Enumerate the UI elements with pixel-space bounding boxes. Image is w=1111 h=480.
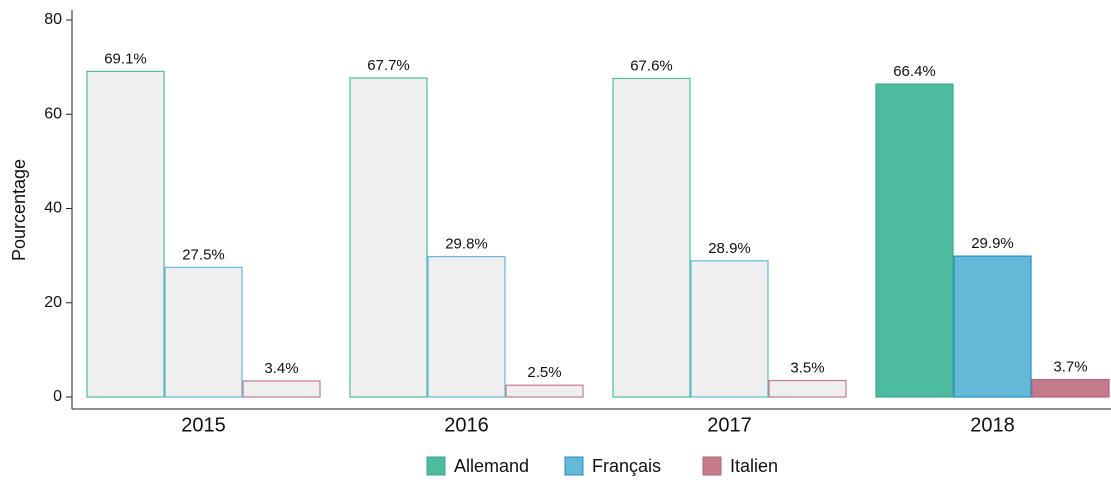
bar <box>875 83 954 398</box>
bar <box>1031 378 1110 398</box>
value-label: 69.1% <box>104 50 147 67</box>
y-tick-label: 20 <box>44 294 62 311</box>
value-label: 29.8% <box>445 236 488 253</box>
value-label: 3.4% <box>264 360 298 377</box>
legend-label: Italien <box>730 456 778 476</box>
x-tick-label: 2017 <box>707 414 752 436</box>
y-tick-label: 80 <box>44 11 62 28</box>
bar <box>86 70 165 398</box>
legend-swatch <box>702 456 722 476</box>
y-tick-label: 60 <box>44 105 62 122</box>
bar <box>505 384 584 398</box>
bar <box>953 255 1032 398</box>
bar <box>427 255 506 398</box>
value-label: 3.5% <box>790 359 824 376</box>
legend-swatch <box>426 456 446 476</box>
legend-label: Allemand <box>454 456 529 476</box>
bar <box>349 77 428 398</box>
y-tick-label: 40 <box>44 200 62 217</box>
bar <box>164 266 243 398</box>
value-label: 28.9% <box>708 240 751 257</box>
value-label: 67.7% <box>367 57 410 74</box>
value-label: 29.9% <box>971 235 1014 252</box>
value-label: 27.5% <box>182 246 225 263</box>
value-label: 2.5% <box>527 364 561 381</box>
x-tick-label: 2015 <box>181 414 226 436</box>
y-tick-label: 0 <box>53 388 62 405</box>
x-tick-label: 2016 <box>444 414 489 436</box>
value-label: 67.6% <box>630 57 673 74</box>
bar <box>242 380 321 398</box>
value-label: 3.7% <box>1053 359 1087 376</box>
bar <box>690 260 769 398</box>
value-label: 66.4% <box>893 63 936 80</box>
y-axis-label: Pourcentage <box>9 159 29 261</box>
bar <box>612 77 691 398</box>
legend-label: Français <box>592 456 661 476</box>
x-tick-label: 2018 <box>970 414 1015 436</box>
legend-swatch <box>564 456 584 476</box>
bar <box>768 379 847 398</box>
